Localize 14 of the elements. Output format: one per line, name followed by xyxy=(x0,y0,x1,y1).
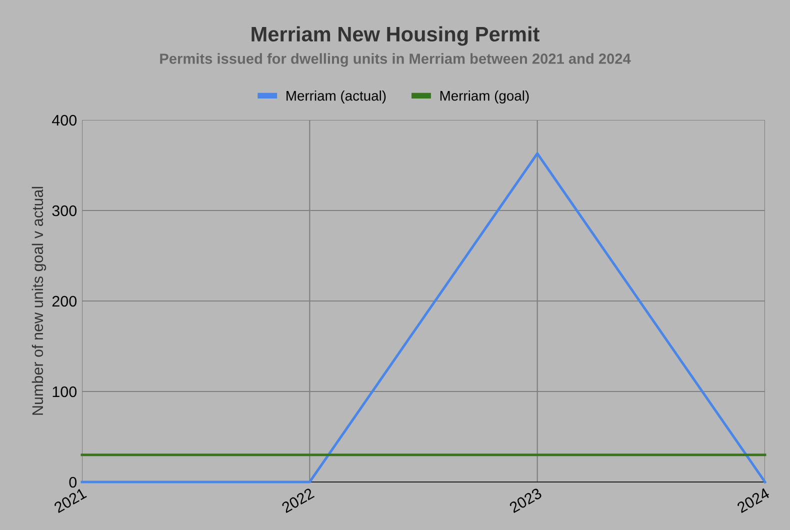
x-tick-label: 2024 xyxy=(736,487,770,514)
chart-title: Merriam New Housing Permit xyxy=(252,26,540,46)
x-tick-label: 2022 xyxy=(281,488,315,514)
y-tick-label: 0 xyxy=(69,476,77,488)
x-tick-label: 2021 xyxy=(53,488,87,514)
legend-label: Merriam (actual) xyxy=(286,90,386,104)
x-tick-label: 2023 xyxy=(508,488,542,514)
y-tick-label: 100 xyxy=(52,386,77,398)
y-tick-label: 300 xyxy=(52,205,77,216)
legend-label: Merriam (goal) xyxy=(440,90,529,104)
chart-subtitle: Permits issued for dwelling units in Merriam between 2021 and 2024 xyxy=(160,53,631,67)
y-tick-label: 200 xyxy=(52,296,77,307)
y-axis-title: Number of new units goal v actual xyxy=(32,186,46,415)
y-tick-label: 400 xyxy=(52,114,77,126)
